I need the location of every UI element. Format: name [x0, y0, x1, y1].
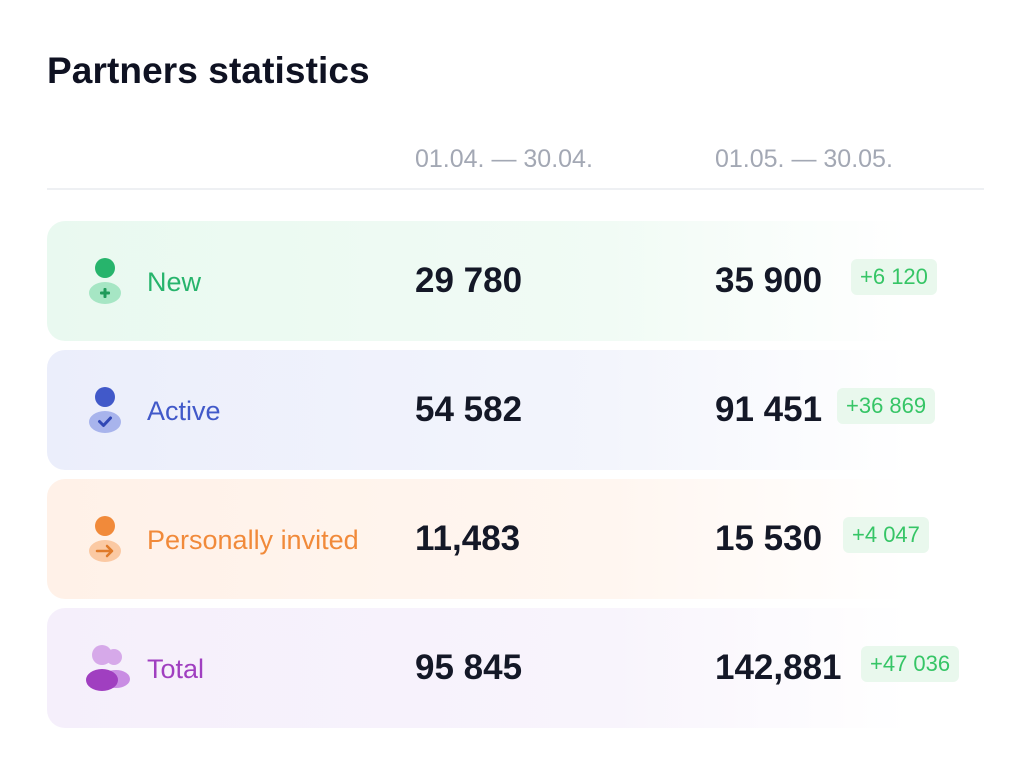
value-period-2-new: 35 900 — [715, 261, 823, 300]
value-period-2-total: 142,881 — [715, 648, 842, 687]
delta-badge-personally-invited: +4 047 — [843, 517, 929, 553]
stats-row-total: Total 95 845 142,881 +47 036 — [47, 608, 984, 728]
user-arrow-icon — [85, 515, 125, 565]
period-header-1: 01.04. — 30.04. — [415, 145, 593, 173]
page-title: Partners statistics — [47, 50, 370, 91]
value-period-1-total: 95 845 — [415, 648, 523, 687]
user-add-icon — [85, 257, 125, 307]
header-divider — [47, 188, 984, 190]
delta-badge-total: +47 036 — [861, 646, 960, 682]
stats-row-new: New 29 780 35 900 +6 120 — [47, 221, 984, 341]
delta-badge-new: +6 120 — [851, 259, 937, 295]
stats-row-personally-invited: Personally invited 11,483 15 530 +4 047 — [47, 479, 984, 599]
delta-badge-active: +36 869 — [837, 388, 936, 424]
value-period-1-new: 29 780 — [415, 261, 523, 300]
row-label-new: New — [147, 267, 202, 297]
row-label-active: Active — [147, 396, 221, 426]
value-period-1-active: 54 582 — [415, 390, 523, 429]
stats-row-active: Active 54 582 91 451 +36 869 — [47, 350, 984, 470]
row-label-personally-invited: Personally invited — [147, 525, 359, 555]
row-label-total: Total — [147, 654, 205, 684]
users-group-icon — [85, 644, 130, 694]
period-header-2: 01.05. — 30.05. — [715, 145, 893, 173]
user-check-icon — [85, 386, 125, 436]
value-period-1-personally-invited: 11,483 — [415, 519, 521, 558]
value-period-2-personally-invited: 15 530 — [715, 519, 823, 558]
value-period-2-active: 91 451 — [715, 390, 823, 429]
